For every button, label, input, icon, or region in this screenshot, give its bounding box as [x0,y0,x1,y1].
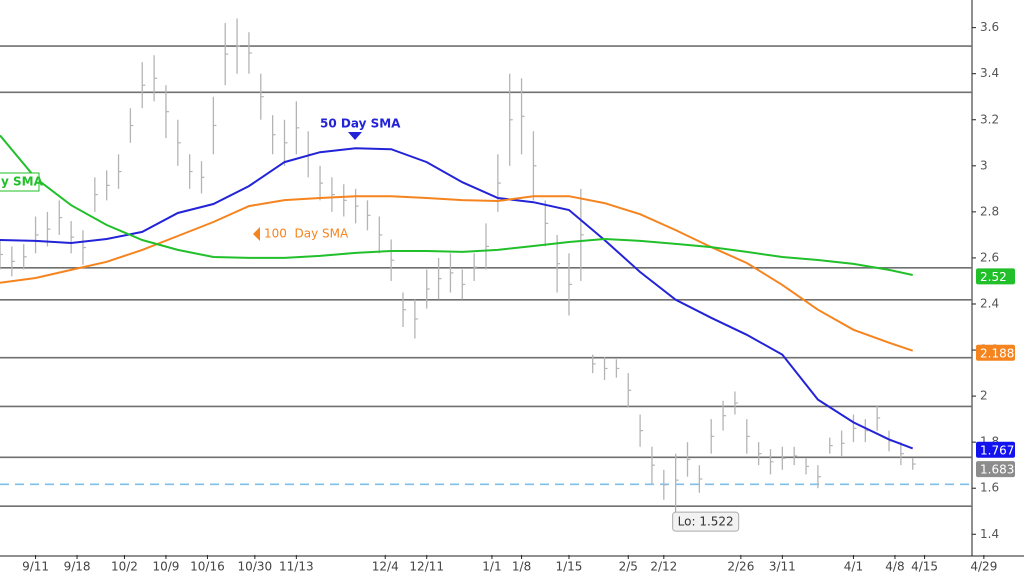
sma-line [0,134,913,276]
sma-label: 100 Day SMA [264,227,349,241]
x-tick-label: 2/26 [727,560,754,574]
x-tick-label: 11/13 [279,560,314,574]
x-tick-label: 1/15 [555,560,582,574]
x-tick-label: 4/1 [844,560,863,574]
sma-label: 50 Day SMA [320,117,401,131]
x-tick-label: 10/30 [238,560,273,574]
y-tick-label: 3 [980,158,988,172]
y-tick-label: 2.6 [980,250,999,264]
last-value-box [976,344,1015,361]
x-tick-label: 9/18 [64,560,91,574]
sma-label: y SMA [1,175,44,189]
x-tick-label: 1/8 [512,560,531,574]
x-tick-label: 12/11 [409,560,444,574]
last-value-box [976,461,1015,478]
axis-panel [972,0,1024,576]
y-tick-label: 3.6 [980,20,999,34]
x-tick-label: 10/9 [152,560,179,574]
x-tick-label: 10/2 [111,560,138,574]
x-tick-label: 9/11 [22,560,49,574]
annotation-box [672,511,740,532]
last-value-box [976,441,1015,458]
sma-line [0,195,914,352]
y-tick-label: 2.8 [980,204,999,218]
last-value-label: 1.683 [980,463,1014,477]
y-tick-label: 3.2 [980,112,999,126]
sma-marker [253,227,260,241]
x-tick-label: 2/12 [650,560,677,574]
last-value-box [976,268,1015,285]
y-tick-label: 2 [980,389,988,403]
y-tick-label: 2.4 [980,296,999,310]
y-tick-label: 3.4 [980,66,999,80]
x-tick-label: 1/1 [482,560,501,574]
x-tick-label: 4/8 [885,560,904,574]
last-value-label: 1.767 [980,443,1014,457]
sma-label-box [0,172,40,192]
annotation: Lo: 1.522 [678,515,734,529]
y-tick-label: 1.4 [980,527,999,541]
x-tick-label: 4/15 [911,560,938,574]
x-tick-label: 10/16 [190,560,225,574]
last-value-label: 2.52 [980,270,1007,284]
x-tick-label: 3/11 [769,560,796,574]
y-tick-label: 1.6 [980,481,999,495]
x-tick-label: 12/4 [372,560,399,574]
x-tick-label: 4/29 [970,560,997,574]
last-value-label: 2.188 [980,346,1014,360]
x-tick-label: 2/5 [619,560,638,574]
sma-line [0,147,914,450]
sma-marker [348,132,362,140]
